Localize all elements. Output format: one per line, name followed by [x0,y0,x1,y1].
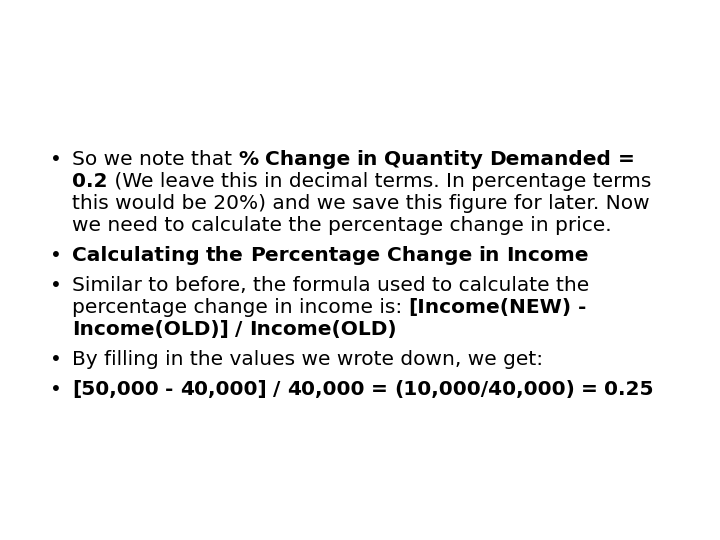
Text: •: • [50,380,62,399]
Text: we need to calculate the percentage change in price.: we need to calculate the percentage chan… [72,216,611,235]
Text: /: / [235,320,243,339]
Text: =: = [618,150,634,169]
Text: Calculating: Calculating [72,246,199,265]
Text: •: • [50,150,62,169]
Text: =: = [581,380,598,399]
Text: •: • [50,246,62,265]
Text: -: - [165,380,174,399]
Text: Similar to before, the formula used to calculate the: Similar to before, the formula used to c… [72,276,589,295]
Text: this would be 20%) and we save this figure for later. Now: this would be 20%) and we save this figu… [72,194,649,213]
Text: -: - [578,298,587,317]
Text: in: in [356,150,378,169]
Text: (We leave this in decimal terms. In percentage terms: (We leave this in decimal terms. In perc… [107,172,651,191]
Text: •: • [50,350,62,369]
Text: =: = [371,380,387,399]
Text: 0.2: 0.2 [72,172,107,191]
Text: 40,000]: 40,000] [180,380,266,399]
Text: in: in [478,246,500,265]
Text: percentage change in income is:: percentage change in income is: [72,298,409,317]
Text: Income(OLD): Income(OLD) [249,320,397,339]
Text: [50,000: [50,000 [72,380,158,399]
Text: •: • [50,276,62,295]
Text: the: the [206,246,244,265]
Text: By filling in the values we wrote down, we get:: By filling in the values we wrote down, … [72,350,543,369]
Text: %: % [238,150,258,169]
Text: Income: Income [506,246,589,265]
Text: 40,000: 40,000 [287,380,364,399]
Text: Change: Change [387,246,472,265]
Text: 0.25: 0.25 [604,380,654,399]
Text: [Income(NEW): [Income(NEW) [409,298,572,317]
Text: Percentage: Percentage [251,246,380,265]
Text: /: / [273,380,280,399]
Text: Quantity: Quantity [384,150,483,169]
Text: Demanded: Demanded [490,150,611,169]
Text: So we note that: So we note that [72,150,238,169]
Text: Change: Change [265,150,350,169]
Text: Income(OLD)]: Income(OLD)] [72,320,229,339]
Text: (10,000/40,000): (10,000/40,000) [394,380,575,399]
